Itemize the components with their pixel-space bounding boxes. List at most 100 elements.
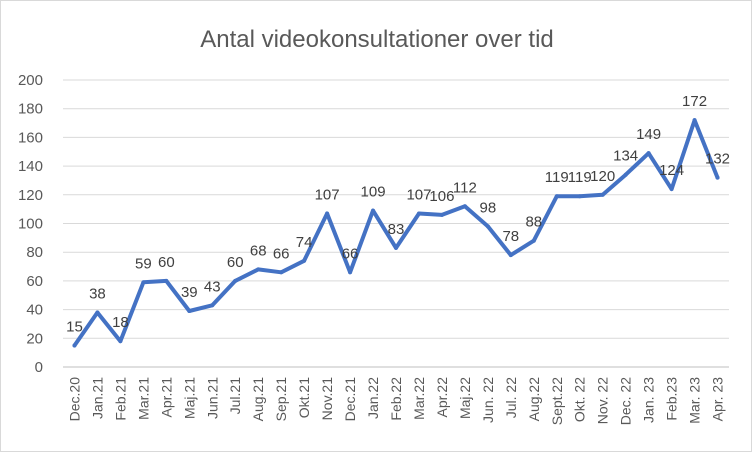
data-point [508, 253, 513, 258]
data-label: 124 [659, 162, 684, 179]
gridlines [63, 79, 729, 339]
y-tick-label: 0 [35, 359, 43, 376]
data-point [233, 278, 238, 283]
data-point [348, 270, 353, 275]
data-point [715, 175, 720, 180]
data-label: 60 [158, 254, 175, 271]
data-label: 112 [453, 179, 477, 196]
data-label: 132 [705, 151, 730, 168]
x-tick-label: Okt.21 [296, 377, 312, 418]
x-tick-label: Jun. 22 [480, 377, 496, 423]
data-label: 68 [250, 242, 267, 259]
x-tick-label: Jan.22 [365, 377, 381, 419]
y-tick-label: 60 [26, 273, 43, 290]
series-group [72, 118, 720, 348]
data-point [669, 187, 674, 192]
data-point [118, 339, 123, 344]
data-label: 107 [406, 186, 431, 203]
x-axis-ticks: Dec.20 Jan.21 Feb.21 Mar.21 Apr.21 Maj.21 Jun.… [66, 377, 725, 425]
data-label: 43 [204, 278, 221, 295]
y-tick-label: 80 [26, 244, 43, 261]
data-label: 83 [388, 221, 405, 238]
x-tick-label: Jul.21 [227, 377, 243, 415]
x-tick-label: Feb.22 [388, 377, 404, 421]
data-label: 106 [429, 188, 454, 205]
x-tick-label: Feb.21 [112, 377, 128, 421]
data-label: 134 [613, 148, 638, 165]
data-point [256, 267, 261, 272]
data-point [554, 194, 559, 199]
x-tick-label: Nov. 22 [595, 377, 611, 424]
data-label: 119 [545, 169, 569, 186]
x-tick-label: Apr. 23 [710, 377, 726, 422]
data-label: 74 [296, 234, 313, 251]
data-label: 60 [227, 254, 244, 271]
x-tick-label: Mar.21 [135, 377, 151, 420]
data-label: 120 [590, 168, 615, 185]
x-tick-label: Maj.22 [457, 377, 473, 419]
y-tick-label: 160 [18, 129, 43, 146]
x-tick-label: Jul. 22 [503, 377, 519, 418]
data-point [187, 309, 192, 314]
x-tick-label: Dec.21 [342, 377, 358, 422]
x-tick-label: Apr.22 [434, 377, 450, 418]
data-label: 66 [342, 245, 359, 262]
data-point [371, 208, 376, 213]
x-tick-label: Dec.20 [66, 377, 82, 422]
x-tick-label: Dec. 22 [618, 377, 634, 425]
data-label: 78 [502, 228, 519, 245]
chart-title: Antal videokonsultationer over tid [200, 26, 554, 53]
data-point [577, 194, 582, 199]
data-point [95, 310, 100, 315]
y-tick-label: 180 [18, 101, 43, 118]
y-axis-ticks: 0 20 40 60 80 100 120 140 160 180 200 [18, 72, 43, 376]
x-tick-label: Apr.21 [158, 377, 174, 418]
data-point [164, 278, 169, 283]
data-label: 98 [480, 199, 497, 216]
data-label: 107 [315, 186, 340, 203]
data-label: 172 [682, 93, 707, 110]
x-tick-label: Mar. 23 [687, 377, 703, 424]
data-point [531, 238, 536, 243]
x-tick-label: Jan. 23 [641, 377, 657, 423]
x-tick-label: Feb.23 [664, 377, 680, 421]
data-point [416, 211, 421, 216]
y-tick-label: 100 [18, 216, 43, 233]
y-tick-label: 120 [18, 187, 43, 204]
y-tick-label: 140 [18, 158, 43, 175]
data-point [623, 172, 628, 177]
data-point [302, 258, 307, 263]
data-label: 59 [135, 255, 152, 272]
data-point [462, 204, 467, 209]
x-tick-label: Aug.22 [526, 377, 542, 422]
x-tick-label: Mar.22 [411, 377, 427, 420]
data-point [692, 118, 697, 123]
data-label: 119 [568, 169, 592, 186]
data-label: 39 [181, 284, 198, 301]
data-point [646, 151, 651, 156]
data-point [439, 212, 444, 217]
x-tick-label: Aug.21 [250, 377, 266, 422]
data-point [600, 192, 605, 197]
data-point [141, 280, 146, 285]
x-tick-label: Okt. 22 [572, 377, 588, 422]
data-point [210, 303, 215, 308]
data-point [394, 245, 398, 250]
data-label: 38 [89, 285, 106, 302]
x-tick-label: Maj.21 [181, 377, 197, 419]
data-label: 149 [636, 126, 661, 143]
data-point [72, 343, 77, 348]
data-label: 66 [273, 245, 290, 262]
y-tick-label: 20 [26, 330, 43, 347]
data-label: 18 [112, 314, 129, 331]
x-tick-label: Sep.21 [273, 377, 289, 422]
y-tick-label: 40 [26, 302, 43, 319]
data-point [325, 211, 330, 216]
x-tick-label: Nov.21 [319, 377, 335, 421]
x-tick-label: Jun.21 [204, 377, 220, 419]
data-label: 15 [66, 318, 83, 335]
x-tick-label: Jan.21 [89, 377, 105, 419]
